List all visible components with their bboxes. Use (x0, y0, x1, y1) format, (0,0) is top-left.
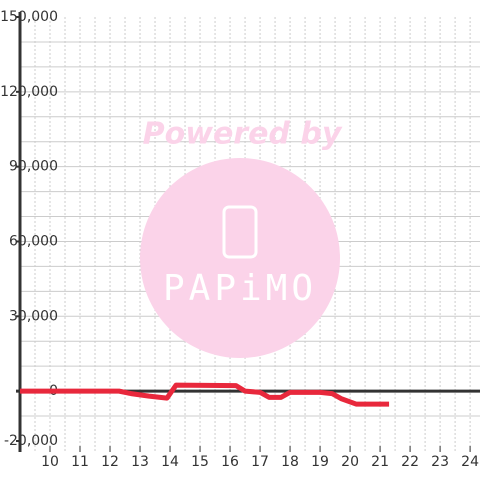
x-tick-label: 22 (401, 454, 419, 470)
x-tick-label: 11 (71, 454, 89, 470)
x-tick-label: 19 (311, 454, 329, 470)
watermark-icon (222, 205, 258, 259)
x-tick-label: 23 (431, 454, 449, 470)
x-tick-label: 16 (221, 454, 239, 470)
x-tick-label: 17 (251, 454, 269, 470)
x-tick-label: 12 (101, 454, 119, 470)
x-tick-label: 21 (371, 454, 389, 470)
x-tick-label: 10 (41, 454, 59, 470)
y-tick-label: -20,000 (4, 433, 58, 449)
watermark-logo: PAPiMO (163, 268, 317, 309)
y-tick-label: 120,000 (0, 84, 58, 100)
line-series (20, 382, 390, 407)
x-tick-label: 13 (131, 454, 149, 470)
watermark-text: Powered by (143, 117, 343, 152)
x-tick-label: 24 (461, 454, 479, 470)
x-tick-label: 15 (191, 454, 209, 470)
x-tick-label: 20 (341, 454, 359, 470)
x-tick-label: 18 (281, 454, 299, 470)
y-tick-label: 150,000 (0, 9, 58, 25)
x-tick-label: 14 (161, 454, 179, 470)
